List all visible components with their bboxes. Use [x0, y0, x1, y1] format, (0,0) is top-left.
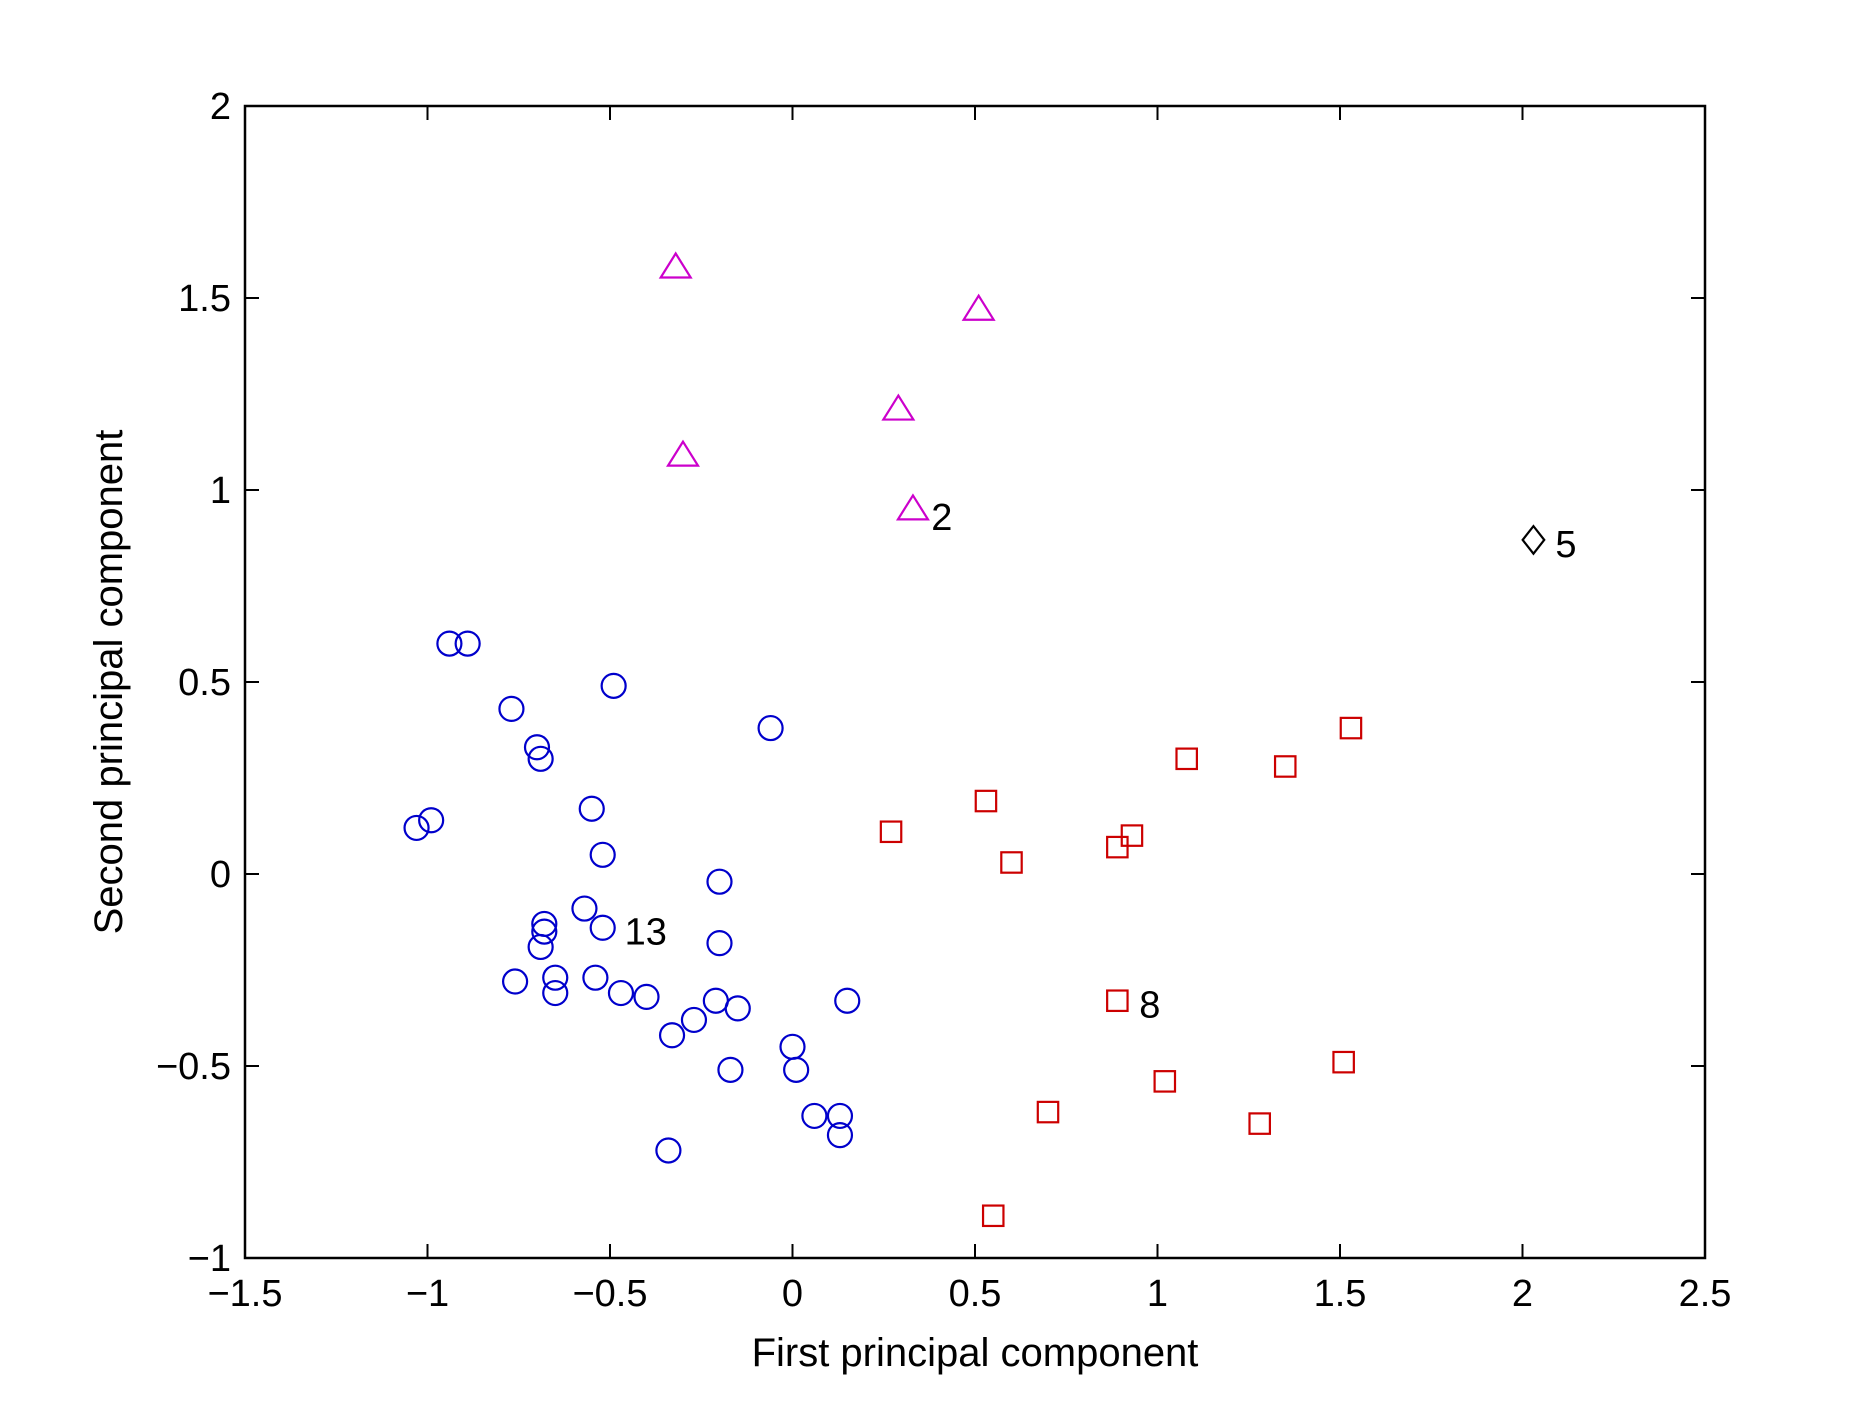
- diamond-point: [1521, 524, 1546, 556]
- square-point: [1036, 1100, 1060, 1124]
- circle-point: [783, 1056, 810, 1083]
- circle-point: [717, 1056, 744, 1083]
- y-tick-label: −0.5: [156, 1046, 231, 1088]
- circle-point: [578, 795, 605, 822]
- circle-point: [801, 1102, 828, 1130]
- y-tick-label: 0.5: [178, 662, 231, 704]
- y-tick-label: 1.5: [178, 278, 231, 320]
- circle-point: [706, 868, 733, 895]
- triangle-point: [895, 493, 930, 521]
- point-annotation: 8: [1139, 985, 1160, 1027]
- triangle-point: [881, 393, 916, 421]
- y-tick-label: −1: [188, 1238, 231, 1280]
- square-point: [1000, 851, 1023, 874]
- x-tick-label: 0.5: [949, 1273, 1002, 1315]
- circle-point: [527, 933, 554, 961]
- point-annotation: 5: [1555, 524, 1576, 566]
- circle-point: [655, 1137, 682, 1164]
- y-tick-label: 1: [210, 470, 231, 512]
- x-tick-label: 1.5: [1314, 1273, 1367, 1315]
- circle-point: [527, 745, 554, 772]
- circle-point: [418, 807, 445, 834]
- x-tick-label: −1: [406, 1273, 449, 1315]
- circle-point: [834, 987, 861, 1014]
- square-point: [1106, 835, 1129, 859]
- point-annotation: 2: [931, 497, 952, 539]
- triangle-point: [658, 251, 693, 279]
- circle-point: [582, 964, 609, 991]
- triangle-point: [961, 293, 996, 321]
- circle-point: [826, 1122, 854, 1149]
- circle-point: [531, 918, 558, 945]
- circle-point: [680, 1006, 708, 1034]
- square-point: [1175, 747, 1198, 771]
- circle-point: [706, 930, 733, 957]
- x-tick-label: −0.5: [572, 1273, 647, 1315]
- x-axis-title: First principal component: [752, 1331, 1199, 1375]
- circle-point: [658, 1022, 686, 1049]
- circle-point: [523, 734, 551, 761]
- square-point: [1153, 1070, 1177, 1093]
- circle-point: [498, 695, 525, 722]
- circle-point: [436, 630, 463, 657]
- circle-point: [571, 895, 598, 922]
- triangle-point: [666, 439, 700, 467]
- circle-point: [403, 814, 430, 842]
- y-tick-label: 2: [210, 86, 231, 128]
- circle-point: [589, 914, 616, 941]
- square-point: [1248, 1112, 1271, 1135]
- square-point: [1120, 824, 1144, 847]
- x-tick-label: 1: [1147, 1273, 1168, 1315]
- square-point: [1106, 989, 1129, 1013]
- circle-point: [826, 1102, 854, 1130]
- square-point: [974, 789, 998, 813]
- circle-point: [724, 995, 751, 1022]
- circle-point: [600, 672, 627, 699]
- circle-point: [542, 964, 569, 991]
- square-point: [1332, 1050, 1355, 1074]
- square-point: [879, 820, 903, 844]
- point-annotation: 13: [625, 912, 667, 954]
- circle-point: [757, 714, 784, 742]
- x-tick-label: −1.5: [207, 1273, 282, 1315]
- circle-point: [589, 841, 616, 868]
- circle-point: [607, 979, 635, 1007]
- square-point: [981, 1204, 1005, 1228]
- x-tick-label: 2.5: [1679, 1273, 1732, 1315]
- circle-point: [633, 983, 660, 1010]
- y-tick-label: 0: [210, 854, 231, 896]
- circle-point: [454, 630, 481, 657]
- square-point: [1273, 755, 1297, 778]
- circle-point: [501, 968, 529, 995]
- x-tick-label: 0: [782, 1273, 803, 1315]
- square-point: [1339, 716, 1363, 740]
- y-axis-title: Second principal component: [87, 430, 131, 935]
- circle-point: [542, 979, 569, 1007]
- x-tick-label: 2: [1512, 1273, 1533, 1315]
